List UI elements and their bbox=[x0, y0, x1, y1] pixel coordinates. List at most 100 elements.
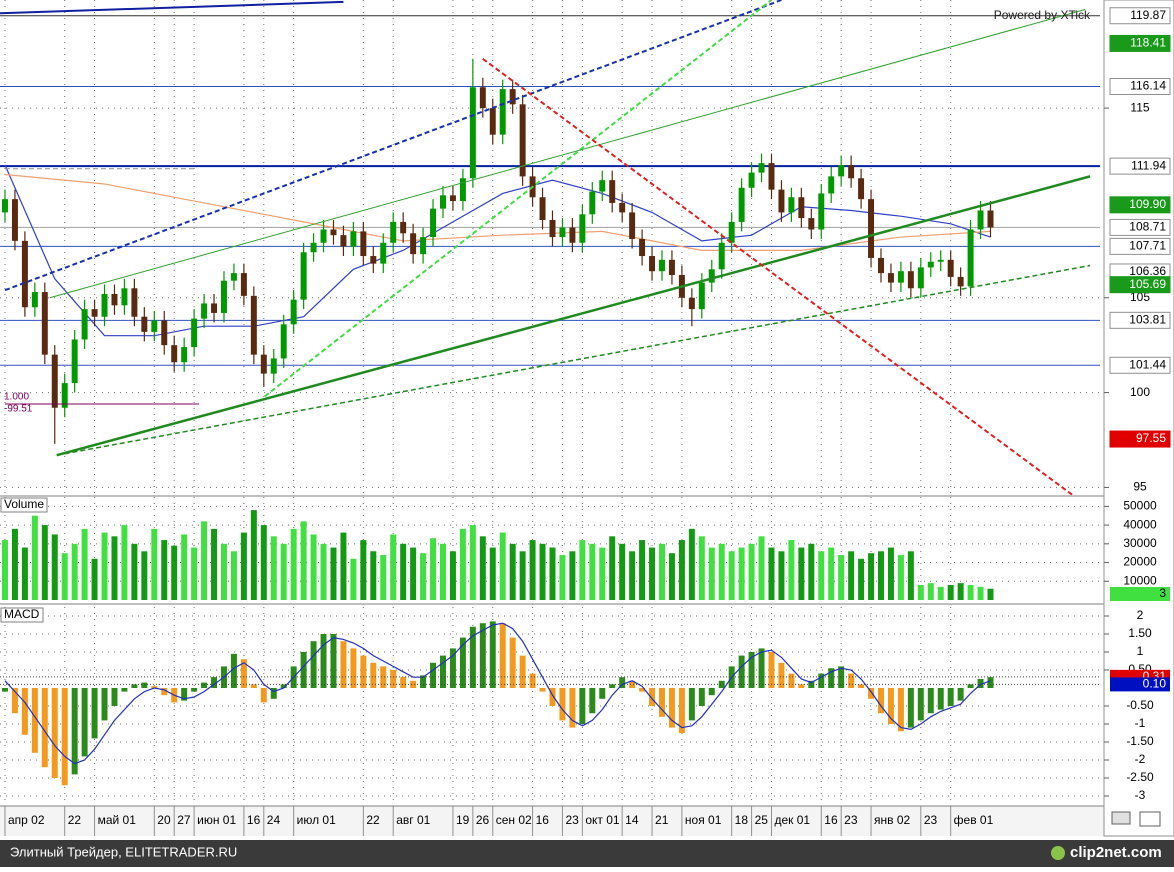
macd-bar bbox=[768, 652, 775, 688]
volume-bar bbox=[738, 547, 745, 600]
pane-title-box bbox=[0, 497, 48, 513]
macd-bar bbox=[957, 688, 964, 701]
macd-bar bbox=[629, 680, 636, 688]
candle-body bbox=[360, 231, 367, 257]
brand-icon bbox=[1051, 846, 1065, 860]
annotation-label: 1.000 bbox=[4, 392, 29, 403]
candle-body bbox=[201, 303, 208, 319]
x-tick-label: 23 bbox=[924, 813, 938, 827]
macd-bar bbox=[509, 637, 516, 688]
macd-bar bbox=[858, 684, 865, 688]
y-tick-label: 20000 bbox=[1123, 555, 1157, 569]
signal-line bbox=[4, 622, 991, 765]
x-tick-label: 22 bbox=[366, 813, 380, 827]
volume-bar bbox=[250, 510, 257, 600]
level-box bbox=[1109, 34, 1171, 52]
candle-body bbox=[579, 214, 586, 243]
candle-body bbox=[161, 320, 168, 346]
candle-body bbox=[310, 242, 317, 253]
candle-body bbox=[629, 212, 636, 239]
x-tick-label: 26 bbox=[476, 813, 490, 827]
footer-bar bbox=[0, 840, 1174, 867]
level-box bbox=[1109, 196, 1171, 214]
toolbar-icon[interactable] bbox=[1139, 811, 1161, 827]
toolbar-icon[interactable] bbox=[1111, 811, 1131, 825]
level-box bbox=[1109, 237, 1171, 255]
x-tick-label: май 01 bbox=[98, 813, 137, 827]
macd-bar bbox=[330, 634, 337, 688]
volume-bar bbox=[599, 547, 606, 600]
macd-bar bbox=[121, 688, 128, 692]
volume-bar bbox=[420, 553, 427, 600]
macd-bar bbox=[579, 688, 586, 724]
macd-bar bbox=[380, 666, 387, 688]
volume-bar bbox=[191, 547, 198, 600]
candle-body bbox=[868, 199, 875, 258]
volume-bar bbox=[589, 543, 596, 600]
x-tick-label: июл 01 bbox=[297, 813, 336, 827]
level-label: 109.90 bbox=[1129, 197, 1166, 211]
y-tick-label: 105 bbox=[1130, 290, 1150, 304]
level-label: 101.44 bbox=[1129, 357, 1166, 371]
candle-body bbox=[539, 197, 546, 220]
y-tick-label: -1.50 bbox=[1126, 734, 1154, 748]
macd-bar bbox=[310, 641, 317, 688]
macd-bar bbox=[678, 688, 685, 733]
trendline bbox=[482, 57, 1075, 495]
x-tick-label: янв 02 bbox=[874, 813, 911, 827]
volume-bar bbox=[878, 551, 884, 600]
volume-bar bbox=[240, 532, 247, 600]
volume-bar bbox=[897, 555, 904, 600]
macd-bar bbox=[529, 673, 536, 688]
volume-bar bbox=[161, 540, 168, 600]
candle-body bbox=[897, 271, 904, 283]
x-tick-label: июн 01 bbox=[197, 813, 236, 827]
macd-bar bbox=[230, 653, 237, 688]
macd-bar bbox=[101, 688, 108, 721]
current-value-box bbox=[1110, 586, 1170, 601]
level-label: 105.69 bbox=[1129, 277, 1166, 291]
candle-body bbox=[499, 89, 506, 135]
y-tick-label: -2.50 bbox=[1126, 770, 1154, 784]
volume-bar bbox=[300, 521, 307, 600]
x-tick-label: дек 01 bbox=[774, 813, 810, 827]
volume-bar bbox=[469, 525, 476, 600]
candle-body bbox=[589, 191, 596, 215]
macd-bar bbox=[609, 684, 616, 688]
level-label: 106.36 bbox=[1129, 264, 1166, 278]
macd-bar bbox=[668, 688, 675, 728]
candle-body bbox=[121, 288, 128, 306]
level-box bbox=[1109, 311, 1171, 329]
candle-body bbox=[858, 178, 865, 200]
macd-bar bbox=[41, 688, 48, 768]
candle-body bbox=[778, 189, 785, 213]
candle-body bbox=[639, 238, 646, 257]
macd-bar bbox=[51, 688, 58, 778]
candle-body bbox=[549, 220, 556, 238]
volume-bar bbox=[688, 528, 695, 600]
y-tick-label: -2 bbox=[1135, 752, 1146, 766]
macd-bar bbox=[649, 688, 656, 706]
macd-bar bbox=[360, 655, 367, 688]
annotation-label: -99.51 bbox=[4, 404, 33, 415]
volume-bar bbox=[868, 553, 875, 600]
level-label: 118.41 bbox=[1130, 36, 1166, 50]
volume-bar bbox=[927, 583, 934, 600]
macd-bar bbox=[887, 688, 894, 724]
volume-bar bbox=[121, 525, 128, 600]
level-label: 97.55 bbox=[1136, 431, 1166, 445]
macd-bar bbox=[798, 684, 805, 688]
candle-body bbox=[947, 259, 954, 277]
candle-body bbox=[51, 354, 58, 408]
candle-body bbox=[659, 259, 665, 272]
volume-bar bbox=[310, 534, 317, 600]
x-tick-label: окт 01 bbox=[585, 813, 620, 827]
macd-bar bbox=[519, 655, 526, 688]
macd-bar bbox=[549, 688, 556, 706]
candle-body bbox=[728, 221, 735, 243]
x-tick-label: 27 bbox=[177, 813, 191, 827]
volume-bar bbox=[848, 551, 855, 600]
x-tick-label: 16 bbox=[536, 813, 550, 827]
volume-bar bbox=[21, 547, 28, 600]
